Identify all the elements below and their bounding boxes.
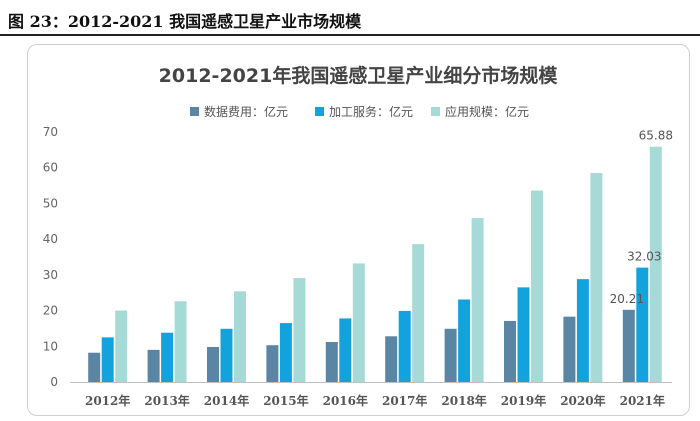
bar-series-3 (293, 278, 306, 382)
y-tick-label: 70 (43, 125, 58, 139)
y-tick-label: 20 (43, 304, 58, 318)
bar-series-1 (266, 345, 279, 382)
y-tick-label: 0 (50, 375, 58, 389)
bar-series-3 (649, 146, 662, 382)
bar-series-2 (279, 323, 292, 382)
legend-swatch-3 (431, 107, 440, 116)
y-tick-label: 40 (43, 232, 58, 246)
bar-series-2 (458, 299, 471, 382)
bar-series-2 (398, 310, 411, 382)
y-axis: 0 10 20 30 40 50 60 70 (43, 125, 58, 389)
bar-series-2 (517, 287, 530, 382)
chart-frame: 2012-2021年我国遥感卫星产业细分市场规模 数据费用：亿元 加工服务：亿元 应… (27, 44, 690, 416)
bar-series-1 (444, 328, 457, 382)
legend-label-1: 数据费用：亿元 (204, 104, 288, 119)
bar-series-3 (471, 218, 484, 382)
legend-label-3: 应用规模：亿元 (445, 104, 529, 119)
bar-series-1 (385, 336, 398, 382)
x-tick-label: 2015年 (263, 393, 308, 408)
bar-series-1 (325, 342, 338, 382)
bar-series (88, 146, 662, 382)
x-tick-label: 2021年 (620, 393, 665, 408)
chart-legend: 数据费用：亿元 加工服务：亿元 应用规模：亿元 (190, 104, 529, 119)
bar-series-2 (576, 279, 589, 382)
bar-series-1 (207, 347, 219, 382)
x-tick-label: 2018年 (441, 393, 486, 408)
bar-series-1 (563, 316, 576, 382)
bar-series-3 (352, 263, 365, 382)
data-label: 20.21 (610, 292, 644, 306)
legend-swatch-1 (190, 107, 199, 116)
x-tick-label: 2012年 (85, 393, 130, 408)
x-tick-label: 2019年 (501, 393, 546, 408)
y-tick-label: 10 (43, 339, 58, 353)
x-tick-label: 2014年 (204, 393, 249, 408)
y-tick-label: 60 (43, 161, 58, 175)
bar-series-3 (590, 173, 603, 382)
header-divider (0, 34, 700, 36)
bar-series-2 (636, 267, 649, 382)
x-tick-label: 2017年 (382, 393, 427, 408)
data-label: 32.03 (627, 250, 661, 264)
bar-series-1 (88, 352, 101, 382)
x-tick-label: 2013年 (144, 393, 189, 408)
bar-chart: 2012-2021年我国遥感卫星产业细分市场规模 数据费用：亿元 加工服务：亿元 应… (43, 64, 673, 408)
figure-header: 图 23：2012-2021 我国遥感卫星产业市场规模 (0, 0, 700, 36)
bar-series-3 (115, 310, 128, 382)
y-tick-label: 30 (43, 268, 58, 282)
bar-series-1 (622, 309, 635, 382)
bar-series-3 (234, 291, 246, 382)
bar-series-3 (174, 301, 187, 382)
data-label: 65.88 (639, 129, 673, 143)
legend-swatch-2 (315, 107, 324, 116)
x-axis: 2012年 2013年 2014年 2015年 2016年 2017年 2018年 2019年… (70, 382, 672, 408)
chart-title: 2012-2021年我国遥感卫星产业细分市场规模 (159, 64, 559, 87)
x-tick-label: 2020年 (560, 393, 605, 408)
bar-series-1 (147, 349, 160, 382)
figure-caption: 图 23：2012-2021 我国遥感卫星产业市场规模 (8, 12, 362, 31)
bar-series-3 (412, 244, 425, 382)
x-tick-label: 2016年 (323, 393, 368, 408)
bar-series-2 (161, 332, 174, 382)
bar-series-2 (101, 337, 114, 382)
legend-label-2: 加工服务：亿元 (329, 104, 413, 119)
bar-series-2 (220, 328, 233, 382)
bar-series-3 (531, 190, 543, 382)
y-tick-label: 50 (43, 196, 58, 210)
bar-series-2 (339, 318, 352, 382)
bar-series-1 (504, 320, 516, 382)
data-labels: 20.21 32.03 65.88 (610, 129, 673, 306)
